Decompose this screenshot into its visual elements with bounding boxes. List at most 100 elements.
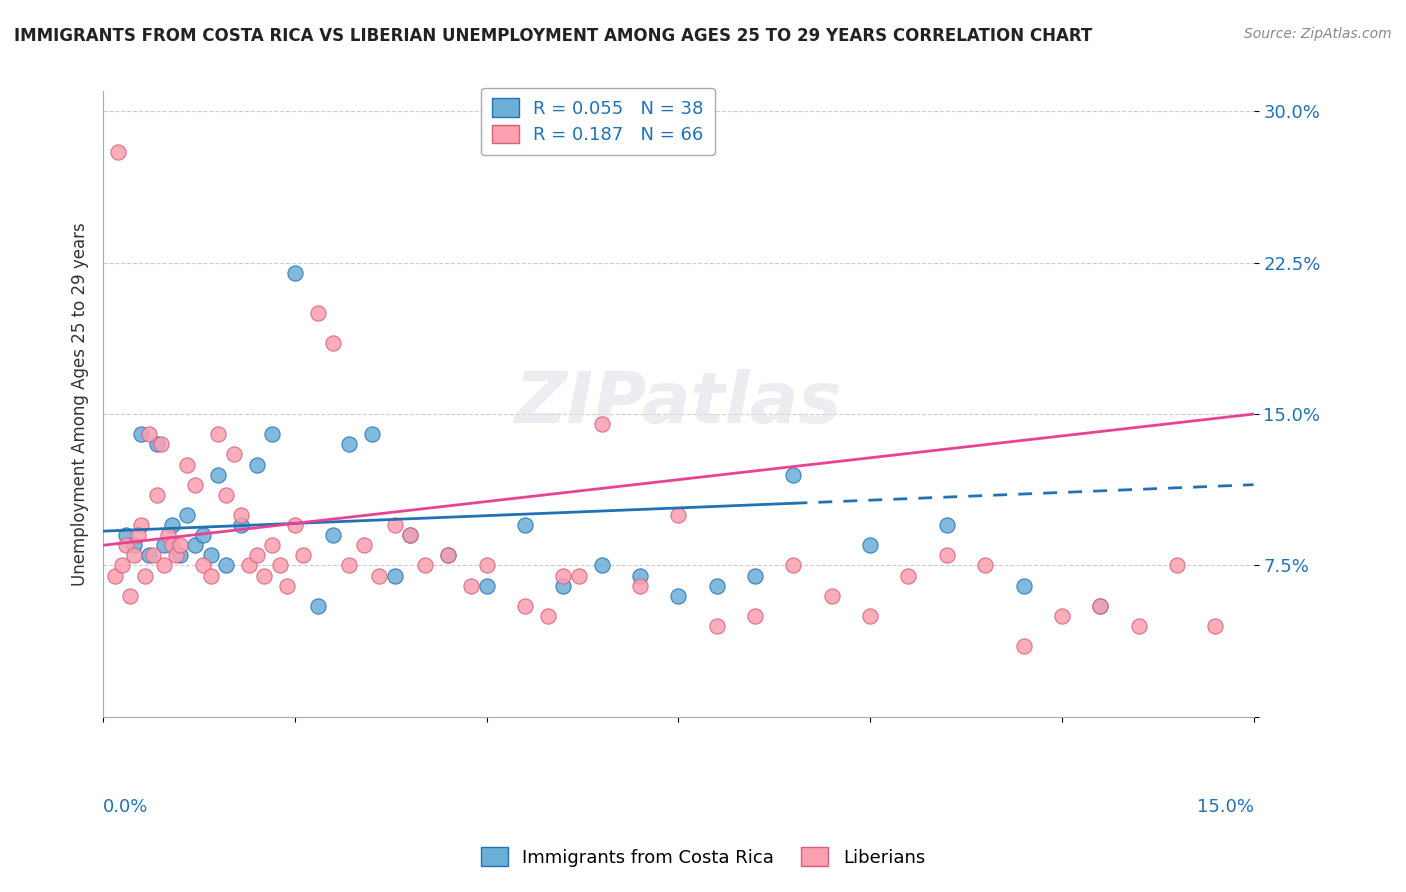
Point — [276, 579, 298, 593]
Point — [245, 549, 267, 563]
Point — [118, 589, 141, 603]
Point — [260, 538, 283, 552]
Point — [169, 538, 191, 552]
Point — [307, 306, 329, 320]
Point — [384, 568, 406, 582]
Text: Source: ZipAtlas.com: Source: ZipAtlas.com — [1244, 27, 1392, 41]
Point — [131, 427, 153, 442]
Text: 15.0%: 15.0% — [1197, 797, 1254, 815]
Point — [165, 549, 187, 563]
Point — [553, 568, 575, 582]
Point — [437, 549, 460, 563]
Point — [153, 538, 176, 552]
Point — [153, 558, 176, 573]
Point — [122, 549, 145, 563]
Point — [200, 568, 222, 582]
Point — [222, 447, 245, 461]
Point — [253, 568, 276, 582]
Point — [935, 549, 957, 563]
Point — [307, 599, 329, 613]
Point — [1204, 619, 1226, 633]
Point — [111, 558, 134, 573]
Point — [169, 549, 191, 563]
Point — [360, 427, 382, 442]
Point — [591, 417, 613, 432]
Point — [368, 568, 391, 582]
Point — [859, 608, 882, 623]
Point — [782, 558, 804, 573]
Point — [322, 528, 344, 542]
Point — [245, 458, 267, 472]
Point — [138, 427, 160, 442]
Point — [337, 437, 360, 451]
Point — [122, 538, 145, 552]
Point — [131, 518, 153, 533]
Point — [104, 568, 127, 582]
Point — [666, 508, 689, 522]
Point — [744, 608, 766, 623]
Point — [142, 549, 165, 563]
Point — [568, 568, 591, 582]
Point — [537, 608, 560, 623]
Text: IMMIGRANTS FROM COSTA RICA VS LIBERIAN UNEMPLOYMENT AMONG AGES 25 TO 29 YEARS CO: IMMIGRANTS FROM COSTA RICA VS LIBERIAN U… — [14, 27, 1092, 45]
Point — [591, 558, 613, 573]
Point — [666, 589, 689, 603]
Point — [322, 336, 344, 351]
Point — [146, 437, 169, 451]
Point — [935, 518, 957, 533]
Text: 0.0%: 0.0% — [103, 797, 149, 815]
Point — [974, 558, 997, 573]
Point — [157, 528, 180, 542]
Point — [513, 599, 536, 613]
Point — [1166, 558, 1188, 573]
Point — [553, 579, 575, 593]
Point — [291, 549, 314, 563]
Point — [138, 549, 160, 563]
Point — [821, 589, 844, 603]
Point — [176, 458, 198, 472]
Point — [399, 528, 422, 542]
Point — [115, 538, 138, 552]
Legend: R = 0.055   N = 38, R = 0.187   N = 66: R = 0.055 N = 38, R = 0.187 N = 66 — [481, 87, 714, 155]
Point — [260, 427, 283, 442]
Point — [207, 467, 229, 482]
Point — [384, 518, 406, 533]
Point — [134, 568, 156, 582]
Point — [1090, 599, 1112, 613]
Point — [475, 579, 498, 593]
Point — [115, 528, 138, 542]
Point — [353, 538, 375, 552]
Point — [859, 538, 882, 552]
Point — [706, 619, 728, 633]
Point — [107, 145, 129, 159]
Point — [127, 528, 149, 542]
Point — [399, 528, 422, 542]
Point — [160, 538, 183, 552]
Point — [475, 558, 498, 573]
Point — [437, 549, 460, 563]
Point — [231, 508, 253, 522]
Point — [744, 568, 766, 582]
Point — [269, 558, 291, 573]
Point — [628, 568, 651, 582]
Point — [191, 528, 214, 542]
Point — [284, 266, 307, 280]
Point — [200, 549, 222, 563]
Point — [628, 579, 651, 593]
Point — [782, 467, 804, 482]
Point — [160, 518, 183, 533]
Y-axis label: Unemployment Among Ages 25 to 29 years: Unemployment Among Ages 25 to 29 years — [72, 222, 89, 586]
Point — [413, 558, 436, 573]
Point — [513, 518, 536, 533]
Point — [1012, 639, 1035, 653]
Point — [184, 538, 207, 552]
Point — [284, 518, 307, 533]
Point — [231, 518, 253, 533]
Point — [238, 558, 260, 573]
Point — [1012, 579, 1035, 593]
Point — [215, 488, 238, 502]
Legend: Immigrants from Costa Rica, Liberians: Immigrants from Costa Rica, Liberians — [474, 840, 932, 874]
Point — [706, 579, 728, 593]
Point — [460, 579, 482, 593]
Point — [149, 437, 172, 451]
